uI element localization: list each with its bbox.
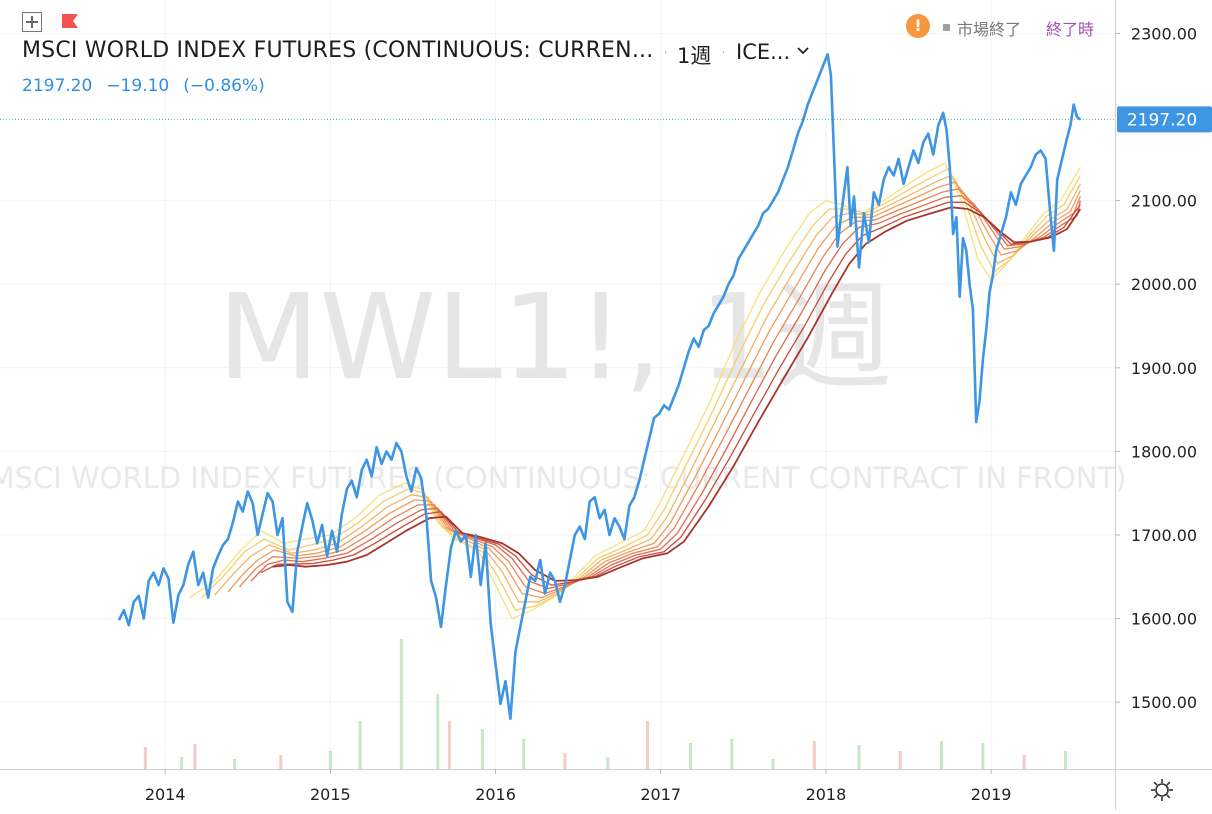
volume-bar — [857, 745, 861, 769]
volume-bar — [180, 757, 184, 769]
last-price: 2197.20 — [22, 76, 93, 96]
price-tick-label: 1600.00 — [1131, 610, 1197, 629]
time-tick-label: 2017 — [640, 785, 681, 804]
volume-bar — [981, 743, 985, 769]
time-tick-label: 2015 — [310, 785, 351, 804]
volume-bar — [447, 721, 451, 769]
volume-bar — [279, 755, 283, 769]
volume-bar — [399, 639, 403, 769]
volume-bar — [193, 744, 197, 769]
price-scale[interactable]: 2300.00 2100.00 2000.00 1900.00 1800.00 1700.… — [1115, 24, 1197, 712]
moving-average-ribbon — [189, 162, 1082, 620]
separator-dot: · — [664, 48, 668, 59]
volume-bar — [143, 747, 147, 769]
moving-average-line — [272, 206, 1082, 582]
symbol-title[interactable]: MSCI WORLD INDEX FUTURES (CONTINUOUS: CU… — [22, 38, 654, 63]
volume-bar — [898, 751, 902, 769]
market-status: 市場終了 — [957, 20, 1022, 39]
volume-bar — [730, 739, 734, 769]
volume-bars — [143, 639, 1067, 769]
volume-bar — [358, 721, 362, 769]
volume-bar — [480, 729, 484, 769]
watermark-description: MSCI WORLD INDEX FUTURES (CONTINUOUS: CU… — [0, 461, 1127, 495]
volume-bar — [646, 721, 650, 769]
exchange-label[interactable]: ICE... — [736, 40, 791, 64]
grid-lines — [0, 0, 1115, 769]
volume-bar — [688, 743, 692, 769]
market-status-link[interactable]: 終了時 — [1046, 20, 1095, 39]
time-tick-label: 2019 — [971, 785, 1012, 804]
price-tick-label: 1500.00 — [1131, 693, 1197, 712]
price-line[interactable] — [117, 52, 1082, 721]
alert-icon[interactable]: ! — [906, 14, 930, 38]
moving-average-line — [189, 162, 1081, 620]
volume-bar — [522, 739, 526, 769]
moving-average-line — [250, 194, 1081, 590]
price-values: 2197.20 −19.10 (−0.86%) — [22, 76, 279, 96]
volume-bar — [233, 759, 237, 769]
chart-legend: MSCI WORLD INDEX FUTURES (CONTINUOUS: CU… — [0, 0, 1115, 110]
price-change: −19.10 — [106, 76, 170, 96]
gear-icon[interactable] — [1150, 778, 1174, 802]
volume-bar — [563, 753, 567, 769]
price-tick-label: 2000.00 — [1131, 275, 1197, 294]
plus-icon[interactable] — [22, 12, 42, 32]
status-dot-icon — [943, 24, 950, 31]
price-tick-label: 1700.00 — [1131, 526, 1197, 545]
price-tick-label: 1800.00 — [1131, 442, 1197, 461]
volume-bar — [328, 751, 332, 769]
moving-average-line — [239, 188, 1081, 595]
volume-bar — [606, 757, 610, 769]
flag-icon[interactable] — [60, 12, 80, 32]
price-tick-label: 2100.00 — [1131, 192, 1197, 211]
volume-bar — [812, 741, 816, 769]
time-scale[interactable]: 2014 2015 2016 2017 2018 2019 — [145, 769, 1012, 804]
time-tick-label: 2014 — [145, 785, 186, 804]
price-tick-label: 2300.00 — [1131, 24, 1197, 43]
watermark-symbol: MWL1!, 1週 — [218, 268, 893, 406]
price-tick-label: 1900.00 — [1131, 359, 1197, 378]
price-change-percent: (−0.86%) — [183, 76, 265, 96]
moving-average-line — [260, 201, 1081, 586]
volume-bar — [1022, 755, 1026, 769]
volume-bar — [771, 759, 775, 769]
volume-bar — [940, 741, 944, 769]
time-tick-label: 2016 — [475, 785, 516, 804]
interval-label[interactable]: 1週 — [677, 44, 712, 68]
last-price-label: 2197.20 — [1127, 110, 1197, 130]
volume-bar — [1063, 751, 1067, 769]
time-tick-label: 2018 — [806, 785, 847, 804]
last-price-badge: 2197.20 — [1117, 106, 1212, 133]
separator-dot: · — [722, 48, 726, 59]
volume-bar — [436, 694, 440, 769]
chevron-down-icon[interactable] — [797, 46, 809, 56]
